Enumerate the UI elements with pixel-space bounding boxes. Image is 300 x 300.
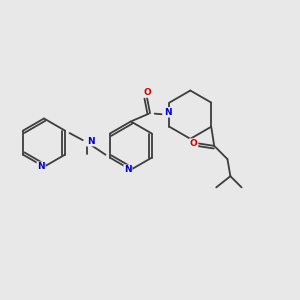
Text: N: N <box>164 108 172 117</box>
Text: N: N <box>37 162 45 171</box>
Text: N: N <box>124 165 132 174</box>
Text: O: O <box>143 88 151 97</box>
Text: N: N <box>87 137 95 146</box>
Text: O: O <box>190 139 197 148</box>
